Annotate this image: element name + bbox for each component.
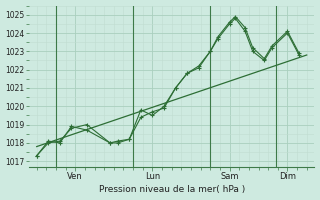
X-axis label: Pression niveau de la mer( hPa ): Pression niveau de la mer( hPa ) xyxy=(99,185,245,194)
